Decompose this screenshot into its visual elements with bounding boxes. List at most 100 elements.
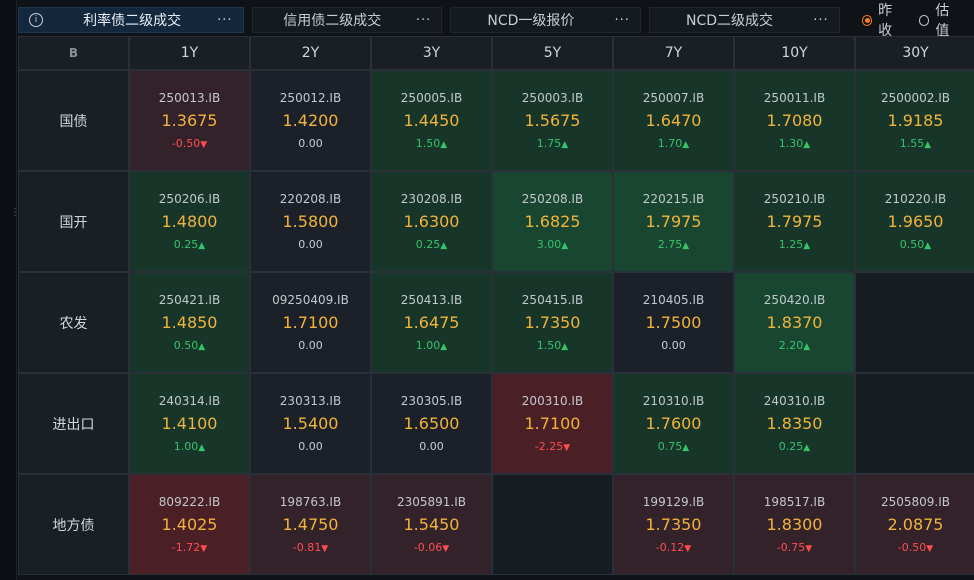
change-value: 0.25▲ [416, 238, 447, 251]
quote-cell[interactable]: 240314.IB 1.4100 1.00▲ [129, 373, 250, 474]
tab-ncd-primary[interactable]: NCD一级报价 ··· [450, 7, 641, 33]
change-text: 0.00 [298, 137, 323, 150]
change-value: 2.20▲ [779, 339, 810, 352]
quote-cell[interactable]: 250208.IB 1.6825 3.00▲ [492, 171, 613, 272]
change-value: 0.75▲ [658, 440, 689, 453]
change-value: 0.00 [298, 137, 323, 150]
change-value: 1.75▲ [537, 137, 568, 150]
change-text: -1.72 [171, 541, 201, 554]
yield-value: 1.4450 [403, 111, 460, 130]
up-arrow-icon: ▲ [440, 140, 448, 150]
change-text: 0.00 [298, 238, 323, 251]
quote-cell[interactable]: 200310.IB 1.7100 -2.25▼ [492, 373, 613, 474]
change-value: -0.50▼ [898, 541, 933, 554]
up-arrow-icon: ▲ [924, 140, 932, 150]
tab-label: 信用债二级成交 [283, 13, 382, 29]
change-text: 1.70 [657, 137, 683, 150]
quote-cell[interactable]: 250012.IB 1.4200 0.00 [250, 70, 371, 171]
quote-cell[interactable]: 230305.IB 1.6500 0.00 [371, 373, 492, 474]
quote-cell[interactable]: 210405.IB 1.7500 0.00 [613, 272, 734, 373]
tab-credit-bond-secondary[interactable]: 信用债二级成交 ··· [251, 7, 443, 33]
more-icon[interactable]: ··· [415, 12, 432, 28]
quote-cell[interactable]: 210220.IB 1.9650 0.50▲ [855, 171, 974, 272]
yield-value: 1.9650 [887, 212, 944, 231]
bond-code: 210310.IB [642, 394, 705, 408]
quote-cell[interactable]: 2505809.IB 2.0875 -0.50▼ [855, 474, 974, 575]
change-text: 0.50 [173, 339, 199, 352]
quote-cell[interactable]: 220215.IB 1.7975 2.75▲ [613, 171, 734, 272]
bond-code: 250011.IB [763, 91, 826, 105]
up-arrow-icon: ▲ [198, 443, 206, 453]
drag-handle-icon[interactable]: ⋮ [10, 207, 20, 218]
quote-cell[interactable]: 250420.IB 1.8370 2.20▲ [734, 272, 855, 373]
bond-code: 200310.IB [521, 394, 584, 408]
tab-label: 利率债二级成交 [83, 13, 182, 29]
quote-cell[interactable]: 198763.IB 1.4750 -0.81▼ [250, 474, 371, 575]
change-value: 1.00▲ [416, 339, 447, 352]
quote-cell[interactable]: 220208.IB 1.5800 0.00 [250, 171, 371, 272]
change-text: 1.55 [899, 137, 925, 150]
change-text: 1.30 [778, 137, 804, 150]
up-arrow-icon: ▲ [440, 241, 448, 251]
down-arrow-icon: ▼ [684, 544, 692, 554]
bond-code: 250012.IB [279, 91, 342, 105]
change-text: -0.12 [655, 541, 685, 554]
yield-matrix: B 1Y 2Y 3Y 5Y 7Y 10Y 30Y 国债 250013.IB 1.3675 -0.50▼… [18, 36, 974, 580]
quote-cell[interactable]: 210310.IB 1.7600 0.75▲ [613, 373, 734, 474]
quote-cell[interactable]: 250005.IB 1.4450 1.50▲ [371, 70, 492, 171]
yield-value: 2.0875 [887, 515, 944, 534]
radio-label: 估值 [935, 3, 950, 39]
quote-cell[interactable]: 250003.IB 1.5675 1.75▲ [492, 70, 613, 171]
tab-ncd-secondary[interactable]: NCD二级成交 ··· [648, 7, 840, 33]
yield-value: 1.7080 [766, 111, 823, 130]
tab-rate-bond-secondary[interactable]: i 利率债二级成交 ··· [18, 7, 244, 33]
change-text: 1.50 [415, 137, 441, 150]
more-icon[interactable]: ··· [813, 12, 829, 28]
bond-code: 250421.IB [158, 293, 221, 307]
quote-cell[interactable]: 250210.IB 1.7975 1.25▲ [734, 171, 855, 272]
up-arrow-icon: ▲ [561, 241, 569, 251]
price-basis-radio-group: 昨收 估值 [848, 0, 974, 40]
quote-cell[interactable]: 250011.IB 1.7080 1.30▲ [734, 70, 855, 171]
quote-cell[interactable]: 250415.IB 1.7350 1.50▲ [492, 272, 613, 373]
column-header: 3Y [371, 36, 492, 70]
bond-code: 230313.IB [279, 394, 342, 408]
quote-cell[interactable]: 230313.IB 1.5400 0.00 [250, 373, 371, 474]
yield-value: 1.7350 [645, 515, 702, 534]
more-icon[interactable]: ··· [614, 12, 630, 28]
down-arrow-icon: ▼ [805, 544, 813, 554]
yield-value: 1.4850 [161, 313, 218, 332]
row-header: 进出口 [18, 373, 129, 474]
change-text: 1.50 [536, 339, 562, 352]
quote-cell[interactable]: 2305891.IB 1.5450 -0.06▼ [371, 474, 492, 575]
quote-cell[interactable]: 250421.IB 1.4850 0.50▲ [129, 272, 250, 373]
row-header: 国开 [18, 171, 129, 272]
column-header: 10Y [734, 36, 855, 70]
quote-cell[interactable]: 240310.IB 1.8350 0.25▲ [734, 373, 855, 474]
quote-cell[interactable]: 250413.IB 1.6475 1.00▲ [371, 272, 492, 373]
quote-cell[interactable]: 198517.IB 1.8300 -0.75▼ [734, 474, 855, 575]
quote-cell[interactable]: 09250409.IB 1.7100 0.00 [250, 272, 371, 373]
radio-prev-close[interactable]: 昨收 [861, 0, 905, 40]
up-arrow-icon: ▲ [682, 241, 690, 251]
change-value: 0.25▲ [174, 238, 205, 251]
bond-code: 250206.IB [158, 192, 221, 206]
quote-cell[interactable]: 250007.IB 1.6470 1.70▲ [613, 70, 734, 171]
quote-cell[interactable]: 199129.IB 1.7350 -0.12▼ [613, 474, 734, 575]
info-icon[interactable]: i [29, 13, 43, 27]
more-icon[interactable]: ··· [217, 12, 233, 28]
quote-cell[interactable]: 250206.IB 1.4800 0.25▲ [129, 171, 250, 272]
change-text: -0.50 [171, 137, 201, 150]
column-header: 2Y [250, 36, 371, 70]
change-text: 0.00 [419, 440, 444, 453]
column-header: 30Y [855, 36, 974, 70]
quote-cell[interactable]: 809222.IB 1.4025 -1.72▼ [129, 474, 250, 575]
up-arrow-icon: ▲ [682, 140, 690, 150]
radio-valuation[interactable]: 估值 [918, 0, 962, 40]
quote-cell[interactable]: 2500002.IB 1.9185 1.55▲ [855, 70, 974, 171]
quote-cell[interactable]: 250013.IB 1.3675 -0.50▼ [129, 70, 250, 171]
down-arrow-icon: ▼ [442, 544, 450, 554]
change-value: -0.81▼ [293, 541, 328, 554]
bond-code: 809222.IB [158, 495, 221, 509]
quote-cell[interactable]: 230208.IB 1.6300 0.25▲ [371, 171, 492, 272]
